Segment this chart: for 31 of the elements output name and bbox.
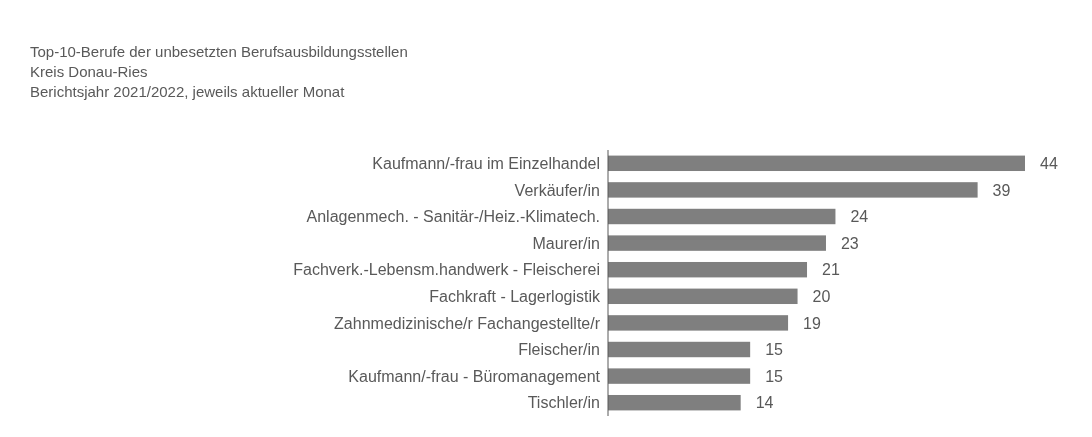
data-label: 15 [765,367,784,385]
data-label: 39 [992,181,1011,199]
data-label: 21 [822,261,840,279]
y-tick-label: Kaufmann/-frau im Einzelhandel [372,154,600,172]
y-tick-label: Fachkraft - Lagerlogistik [429,287,601,305]
y-tick-label: Verkäufer/in [514,181,600,199]
bar [608,261,808,278]
y-tick-label: Anlagenmech. - Sanitär-/Heiz.-Klimatech. [306,208,600,226]
data-label: 44 [1040,154,1058,172]
data-label: 19 [803,314,821,332]
bar [608,155,1025,172]
data-label: 23 [840,234,859,252]
bar [608,368,751,384]
y-tick-label: Fachverk.-Lebensm.handwerk - Fleischerei [293,261,600,279]
bar [608,288,798,305]
bar [608,341,751,358]
bar [608,208,836,225]
y-tick-label: Maurer/in [532,234,600,252]
data-label: 15 [765,341,784,359]
bar [608,315,789,331]
y-tick-label: Tischler/in [527,394,600,412]
data-label: 14 [755,394,774,412]
y-tick-label: Zahnmedizinische/r Fachangestellte/r [334,314,601,332]
bar [608,182,978,198]
text: Top-10-Berufe der unbesetzten Berufsausbildungsstellen Kreis Donau-Ries Berichtsjahr 2021/2022, jeweils aktueller Monat [30,43,408,100]
y-tick-label: Fleischer/in [518,341,600,359]
bar [608,394,741,411]
data-label: 20 [812,287,831,305]
data-label: 24 [850,208,869,226]
y-tick-label: Kaufmann/-frau - Büromanagement [348,367,601,385]
bar [608,235,826,251]
